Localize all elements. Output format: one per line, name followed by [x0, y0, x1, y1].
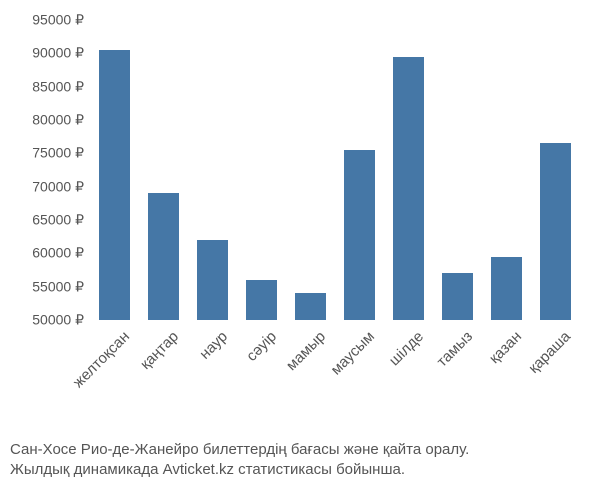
y-tick-label: 95000 ₽ [32, 12, 84, 29]
x-tick-label: қараша [525, 328, 574, 377]
y-tick-label: 70000 ₽ [32, 178, 84, 195]
x-tick-label: маусым [327, 328, 378, 379]
y-tick-label: 85000 ₽ [32, 78, 84, 95]
plot-area [90, 20, 580, 320]
y-tick-label: 90000 ₽ [32, 45, 84, 62]
x-axis: желтоқсанқаңтарнаурсәуірмамырмаусымшілде… [90, 320, 580, 440]
y-tick-label: 75000 ₽ [32, 145, 84, 162]
x-tick-label: тамыз [433, 328, 475, 370]
bar [295, 293, 325, 320]
y-axis: 50000 ₽55000 ₽60000 ₽65000 ₽70000 ₽75000… [0, 20, 88, 320]
y-tick-label: 55000 ₽ [32, 278, 84, 295]
bar [148, 193, 178, 320]
chart-caption: Сан-Хосе Рио-де-Жанейро билеттердің баға… [10, 440, 600, 481]
x-tick-label: наур [196, 328, 231, 363]
x-tick-label: қаңтар [137, 328, 182, 373]
x-tick-label: желтоқсан [69, 328, 132, 391]
bar [99, 50, 129, 320]
bar [197, 240, 227, 320]
bar [442, 273, 472, 320]
bar [344, 150, 374, 320]
caption-line-2: Жылдық динамикада Avticket.kz статистика… [10, 460, 600, 480]
y-tick-label: 65000 ₽ [32, 212, 84, 229]
y-tick-label: 50000 ₽ [32, 312, 84, 329]
bar [491, 257, 521, 320]
x-tick-label: мамыр [282, 328, 328, 374]
bar [540, 143, 570, 320]
x-tick-label: сәуір [243, 328, 280, 365]
price-chart: 50000 ₽ 55000 ₽ 60000 ₽ 65000 ₽ 70000 ₽ 75000… [0, 0, 600, 500]
x-tick-label: қазан [485, 328, 524, 367]
x-tick-label: шілде [385, 328, 426, 369]
y-tick-label: 60000 ₽ [32, 245, 84, 262]
y-tick-label: 80000 ₽ [32, 112, 84, 129]
bars-group [90, 20, 580, 320]
bar [246, 280, 276, 320]
bar [393, 57, 423, 320]
caption-line-1: Сан-Хосе Рио-де-Жанейро билеттердің баға… [10, 440, 600, 460]
